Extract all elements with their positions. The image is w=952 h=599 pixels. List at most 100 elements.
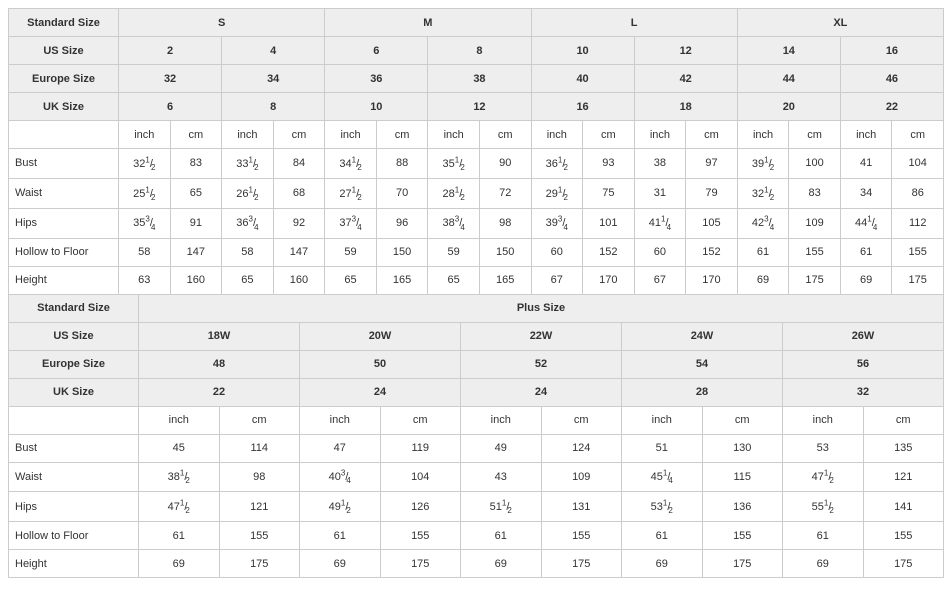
size-xl: XL <box>737 9 943 37</box>
measurement-label: Height <box>9 266 119 294</box>
value-inch: 291/2 <box>531 178 583 208</box>
unit-inch: inch <box>222 121 274 149</box>
measurement-label: Hips <box>9 492 139 522</box>
value-inch: 491/2 <box>300 492 381 522</box>
value-cm: 175 <box>789 266 841 294</box>
value-cm: 88 <box>376 149 428 179</box>
size-m: M <box>325 9 531 37</box>
value-cm: 109 <box>789 208 841 238</box>
value-inch: 67 <box>634 266 686 294</box>
value-inch: 51 <box>622 434 703 462</box>
value-inch: 271/2 <box>325 178 377 208</box>
value-inch: 61 <box>737 238 789 266</box>
value-cm: 91 <box>170 208 222 238</box>
value-inch: 63 <box>119 266 171 294</box>
unit-cm: cm <box>863 406 944 434</box>
value-inch: 59 <box>325 238 377 266</box>
value-cm: 75 <box>583 178 635 208</box>
unit-inch: inch <box>737 121 789 149</box>
value-inch: 43 <box>461 462 542 492</box>
value-cm: 170 <box>583 266 635 294</box>
value-inch: 331/2 <box>222 149 274 179</box>
value-cm: 101 <box>583 208 635 238</box>
eu-size: 40 <box>531 65 634 93</box>
table-row: UK Size 6 8 10 12 16 18 20 22 <box>9 93 944 121</box>
value-cm: 152 <box>686 238 738 266</box>
table-row: Europe Size 48 50 52 54 56 <box>9 350 944 378</box>
value-cm: 72 <box>479 178 531 208</box>
value-inch: 31 <box>634 178 686 208</box>
value-cm: 175 <box>892 266 944 294</box>
unit-cm: cm <box>892 121 944 149</box>
value-cm: 124 <box>541 434 622 462</box>
value-inch: 403/4 <box>300 462 381 492</box>
value-cm: 155 <box>892 238 944 266</box>
value-inch: 58 <box>119 238 171 266</box>
unit-inch: inch <box>531 121 583 149</box>
value-cm: 68 <box>273 178 325 208</box>
table-row: Waist381/298403/410443109451/4115471/212… <box>9 462 944 492</box>
value-inch: 69 <box>300 550 381 578</box>
eu-size: 38 <box>428 65 531 93</box>
unit-inch: inch <box>840 121 892 149</box>
unit-cm: cm <box>219 406 300 434</box>
uk-size: 24 <box>300 378 461 406</box>
value-cm: 119 <box>380 434 461 462</box>
value-inch: 38 <box>634 149 686 179</box>
unit-cm: cm <box>376 121 428 149</box>
table-row: Europe Size 32 34 36 38 40 42 44 46 <box>9 65 944 93</box>
value-cm: 104 <box>380 462 461 492</box>
value-cm: 84 <box>273 149 325 179</box>
value-inch: 61 <box>461 522 542 550</box>
uk-size: 16 <box>531 93 634 121</box>
value-inch: 341/2 <box>325 149 377 179</box>
unit-inch: inch <box>325 121 377 149</box>
value-inch: 65 <box>222 266 274 294</box>
eu-size: 48 <box>139 350 300 378</box>
value-cm: 165 <box>479 266 531 294</box>
table-row: Height6917569175691756917569175 <box>9 550 944 578</box>
unit-inch: inch <box>622 406 703 434</box>
value-cm: 98 <box>479 208 531 238</box>
value-inch: 61 <box>783 522 864 550</box>
value-cm: 175 <box>702 550 783 578</box>
unit-cm: cm <box>541 406 622 434</box>
value-cm: 90 <box>479 149 531 179</box>
value-inch: 69 <box>139 550 220 578</box>
uk-size: 8 <box>222 93 325 121</box>
value-cm: 155 <box>541 522 622 550</box>
value-cm: 131 <box>541 492 622 522</box>
table-row: Waist251/265261/268271/270281/272291/275… <box>9 178 944 208</box>
value-inch: 67 <box>531 266 583 294</box>
value-inch: 69 <box>840 266 892 294</box>
eu-size: 42 <box>634 65 737 93</box>
value-cm: 96 <box>376 208 428 238</box>
value-inch: 471/2 <box>783 462 864 492</box>
unit-inch: inch <box>461 406 542 434</box>
value-cm: 93 <box>583 149 635 179</box>
table-row: Standard Size S M L XL <box>9 9 944 37</box>
value-cm: 155 <box>863 522 944 550</box>
value-cm: 97 <box>686 149 738 179</box>
value-cm: 79 <box>686 178 738 208</box>
measurement-label: Hollow to Floor <box>9 522 139 550</box>
standard-size-table: Standard Size S M L XL US Size 2 4 6 8 1… <box>8 8 944 295</box>
value-cm: 98 <box>219 462 300 492</box>
value-inch: 511/2 <box>461 492 542 522</box>
value-cm: 114 <box>219 434 300 462</box>
us-size: 14 <box>737 37 840 65</box>
table-row: US Size 2 4 6 8 10 12 14 16 <box>9 37 944 65</box>
unit-cm: cm <box>479 121 531 149</box>
measurement-label: Waist <box>9 462 139 492</box>
table-row: Hips471/2121491/2126511/2131531/2136551/… <box>9 492 944 522</box>
value-cm: 160 <box>273 266 325 294</box>
value-inch: 49 <box>461 434 542 462</box>
unit-inch: inch <box>428 121 480 149</box>
value-inch: 321/2 <box>737 178 789 208</box>
unit-inch: inch <box>783 406 864 434</box>
value-inch: 363/4 <box>222 208 274 238</box>
uk-size: 20 <box>737 93 840 121</box>
table-row: Standard Size Plus Size <box>9 294 944 322</box>
value-cm: 160 <box>170 266 222 294</box>
value-inch: 321/2 <box>119 149 171 179</box>
